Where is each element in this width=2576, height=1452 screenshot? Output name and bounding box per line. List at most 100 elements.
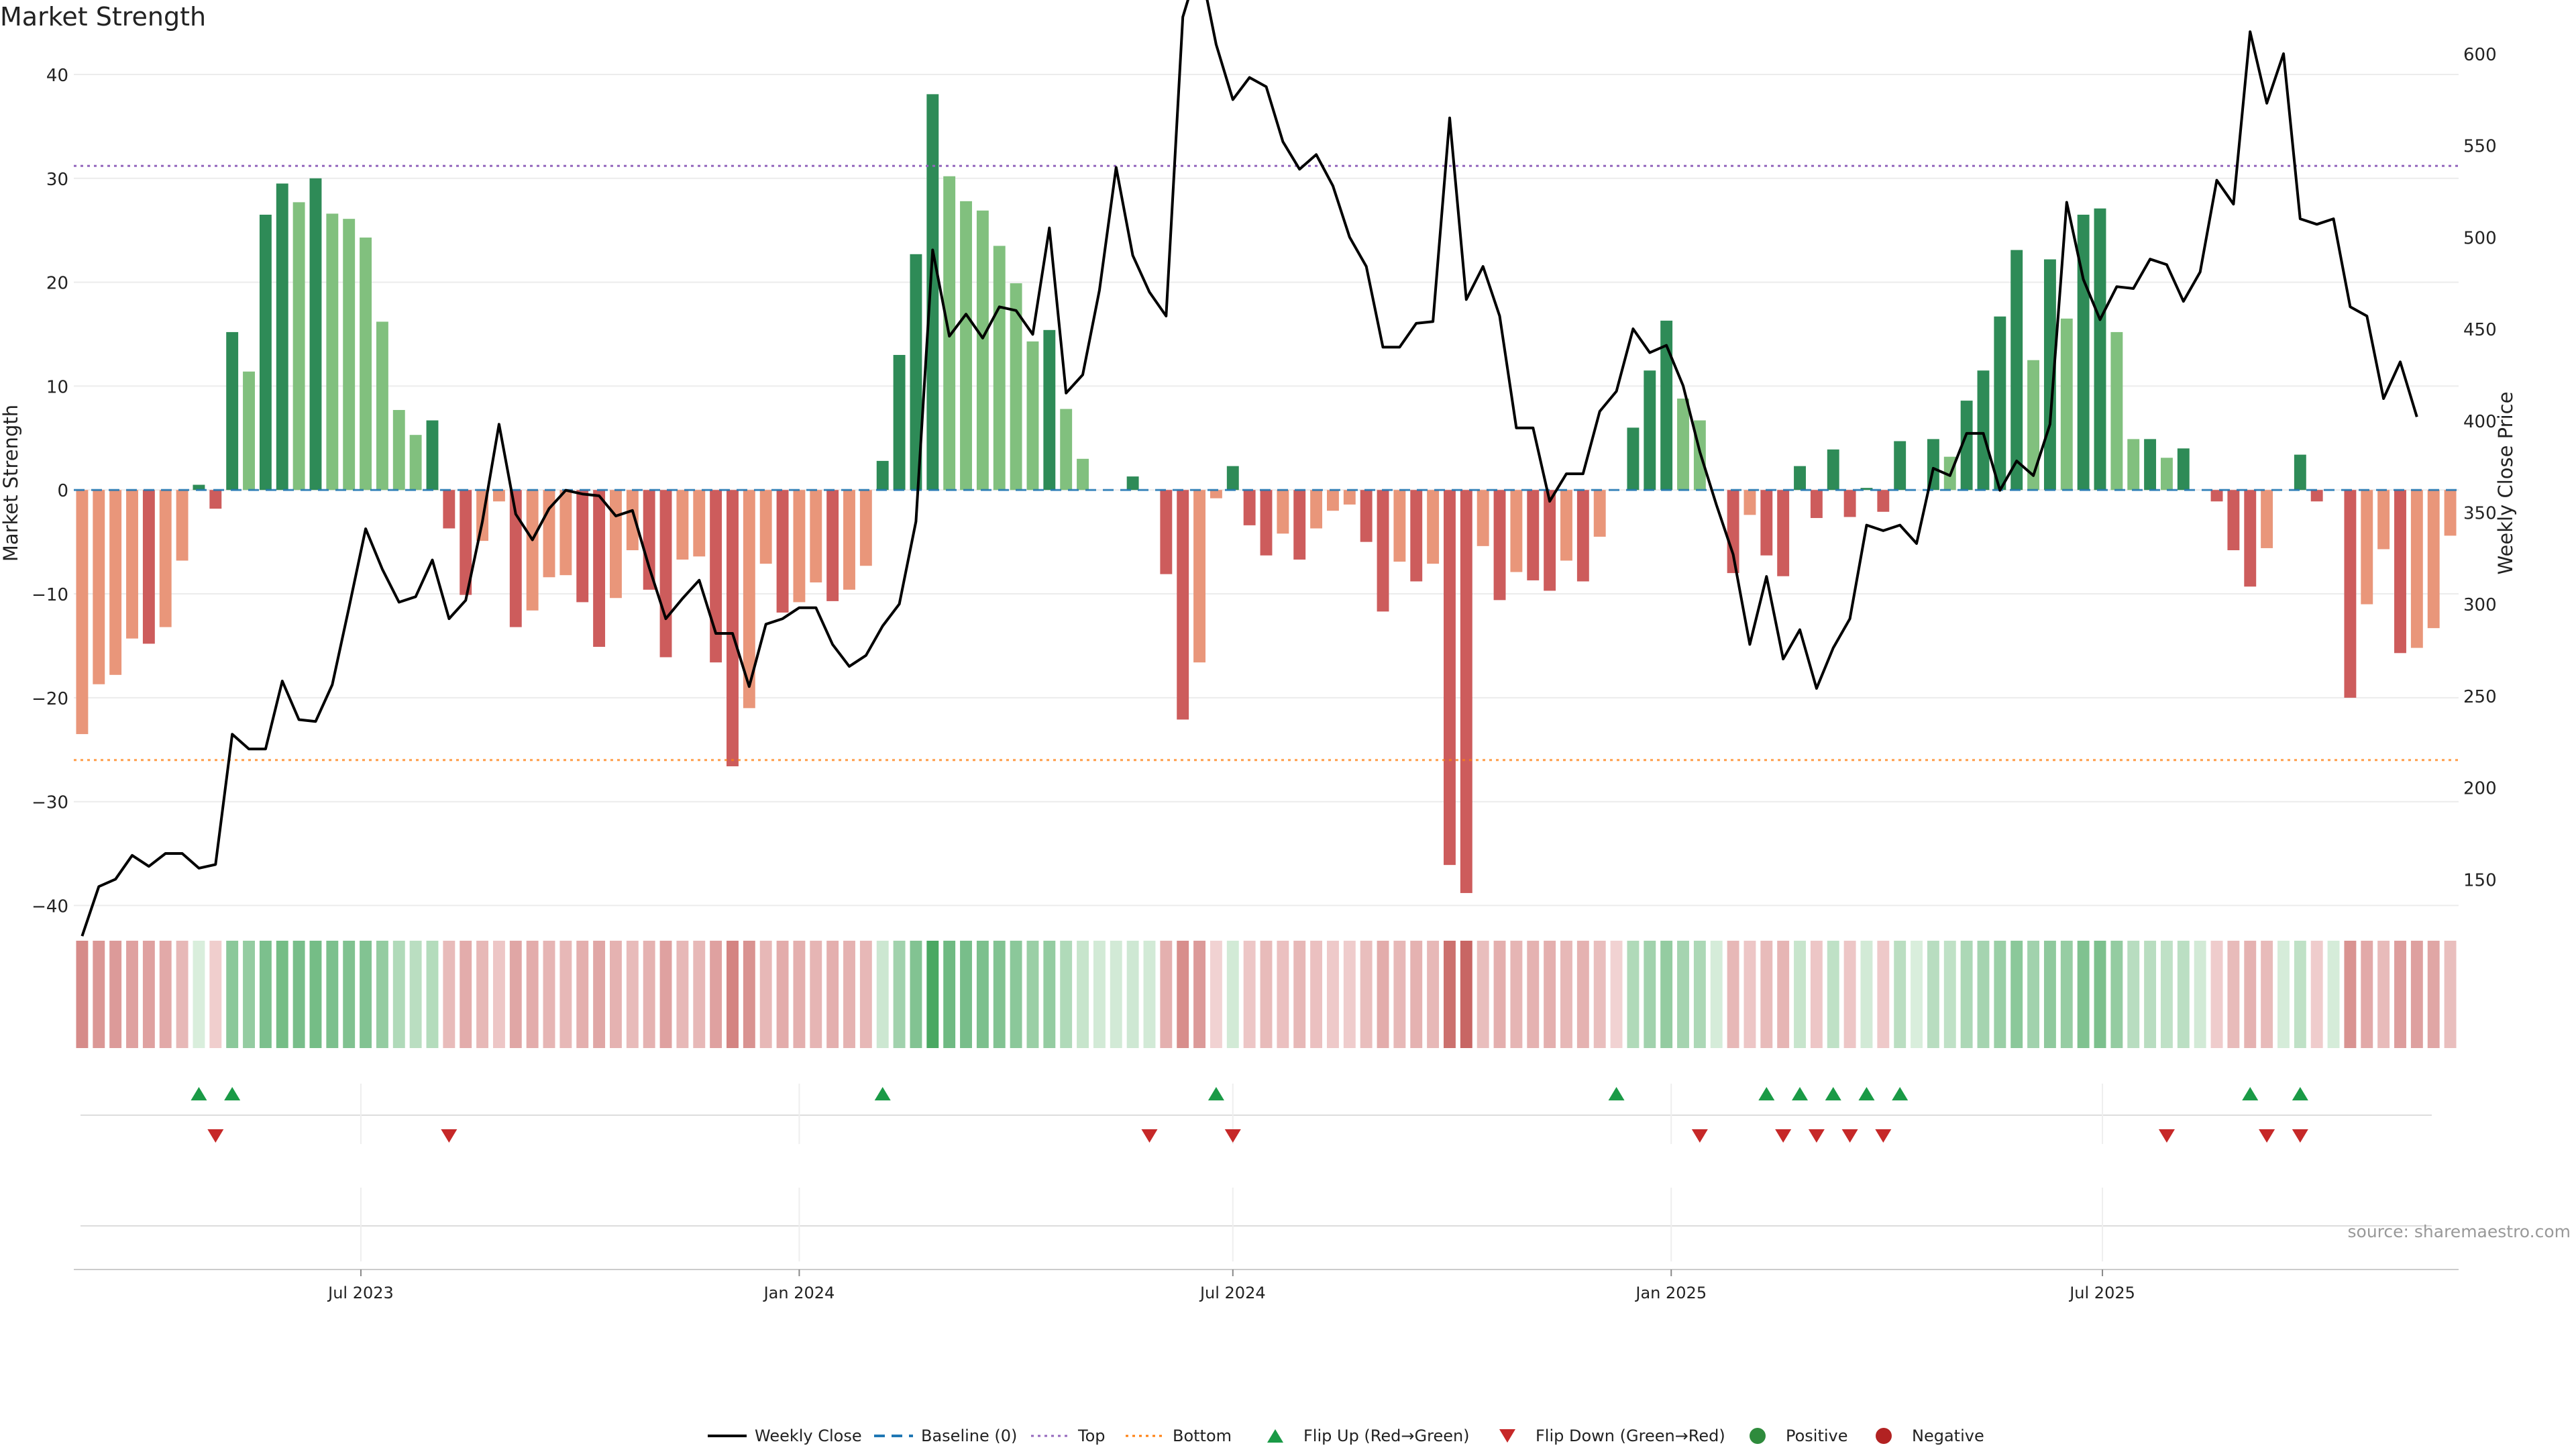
heat-cell	[492, 941, 505, 1048]
heat-cell	[543, 941, 555, 1048]
x-tick-label: Jan 2024	[763, 1284, 835, 1302]
legend-label: Negative	[1912, 1427, 1984, 1445]
legend-label: Baseline (0)	[921, 1427, 1017, 1445]
right-tick-label: 250	[2463, 687, 2497, 707]
flip-marker-panel	[80, 1084, 2432, 1261]
strength-bar	[426, 420, 439, 490]
strength-bar	[1377, 490, 1389, 612]
strength-bar	[1877, 490, 1890, 512]
heat-cell	[976, 941, 989, 1048]
strength-bar	[93, 490, 105, 684]
heat-cell	[1210, 941, 1222, 1048]
left-tick-label: −10	[32, 585, 68, 605]
right-tick-label: 150	[2463, 870, 2497, 890]
heat-cell	[443, 941, 455, 1048]
heat-cell	[1410, 941, 1423, 1048]
heat-cell	[1026, 941, 1039, 1048]
strength-bar	[1593, 490, 1606, 537]
flip-down-marker	[207, 1129, 224, 1143]
strength-bar	[1077, 458, 1089, 490]
left-axis-label: Market Strength	[0, 405, 22, 562]
heat-cell	[76, 941, 89, 1048]
reference-lines	[74, 164, 2459, 762]
strength-bar	[243, 371, 255, 490]
strength-bar	[993, 246, 1006, 490]
strength-bar	[1827, 449, 1839, 490]
strength-bar	[776, 490, 789, 613]
flip-down-marker	[1841, 1129, 1858, 1143]
strength-bar	[893, 354, 906, 490]
legend-item-flip-up: Flip Up (Red→Green)	[1267, 1427, 1470, 1445]
strength-bar	[559, 490, 572, 576]
heat-cell	[2227, 941, 2240, 1048]
heat-cell	[2361, 941, 2373, 1048]
heat-cell	[1644, 941, 1656, 1048]
strength-bar	[1677, 399, 1689, 490]
heat-cell	[2127, 941, 2140, 1048]
heat-cell	[2210, 941, 2223, 1048]
strength-bar	[1627, 427, 1640, 490]
strength-bar	[843, 490, 855, 590]
strength-bar	[1544, 490, 1556, 591]
heat-cell	[2377, 941, 2390, 1048]
strength-bar	[1510, 490, 1523, 572]
strength-bar	[1010, 283, 1022, 490]
heat-cell	[1460, 941, 1472, 1048]
legend-item-baseline: Baseline (0)	[874, 1427, 1017, 1445]
heat-cell	[193, 941, 205, 1048]
heat-cell	[1860, 941, 1873, 1048]
flip-down-marker	[2259, 1129, 2275, 1143]
strength-bar	[2344, 490, 2357, 698]
right-tick-label: 500	[2463, 228, 2497, 248]
heat-cell	[376, 941, 388, 1048]
strength-bar	[76, 490, 89, 735]
heat-cell	[2277, 941, 2290, 1048]
heat-cell	[142, 941, 155, 1048]
strength-bar	[1210, 490, 1222, 499]
heat-cell	[2394, 941, 2406, 1048]
heat-cell	[1343, 941, 1356, 1048]
legend-item-negative: Negative	[1876, 1427, 1984, 1445]
flip-up-marker	[1825, 1087, 1841, 1100]
legend-item-top: Top	[1031, 1427, 1106, 1445]
strength-bar	[1026, 341, 1039, 490]
flip-up-marker	[1208, 1087, 1224, 1100]
strength-bar	[460, 490, 472, 595]
flip-up-marker	[1858, 1087, 1875, 1100]
heat-cell	[2060, 941, 2073, 1048]
legend-swatch	[1876, 1428, 1892, 1444]
legend-label: Weekly Close	[755, 1427, 862, 1445]
flip-down-marker	[1691, 1129, 1708, 1143]
heat-cell	[2177, 941, 2190, 1048]
strength-bar	[676, 490, 689, 560]
left-tick-label: 20	[46, 274, 68, 294]
legend: Weekly Close Baseline (0) Top Bottom Flip Up…	[708, 1427, 1984, 1445]
heat-cell	[2410, 941, 2423, 1048]
strength-bar	[526, 490, 539, 611]
heat-cell	[727, 941, 739, 1048]
strength-bar	[1743, 490, 1756, 515]
heat-cell	[1527, 941, 1540, 1048]
flip-down-marker	[1775, 1129, 1792, 1143]
right-tick-label: 600	[2463, 45, 2497, 65]
strength-bar	[2027, 360, 2040, 490]
strength-bar	[1126, 476, 1139, 490]
heat-cell	[1310, 941, 1323, 1048]
heat-cell	[226, 941, 239, 1048]
strength-bar	[1493, 490, 1506, 601]
strength-bar	[2144, 439, 2157, 490]
strength-bar	[659, 490, 672, 658]
strength-bar	[626, 490, 639, 551]
strength-bar	[876, 460, 889, 490]
strength-bar	[1460, 490, 1472, 893]
strength-bar	[1727, 490, 1739, 574]
heat-cell	[1093, 941, 1106, 1048]
strength-bar	[492, 490, 505, 502]
heat-cell	[243, 941, 255, 1048]
heat-cell	[126, 941, 138, 1048]
strength-bar	[142, 490, 155, 644]
heat-cell	[159, 941, 172, 1048]
flip-up-marker	[1608, 1087, 1625, 1100]
heat-cell	[876, 941, 889, 1048]
strength-bar	[2010, 250, 2023, 490]
